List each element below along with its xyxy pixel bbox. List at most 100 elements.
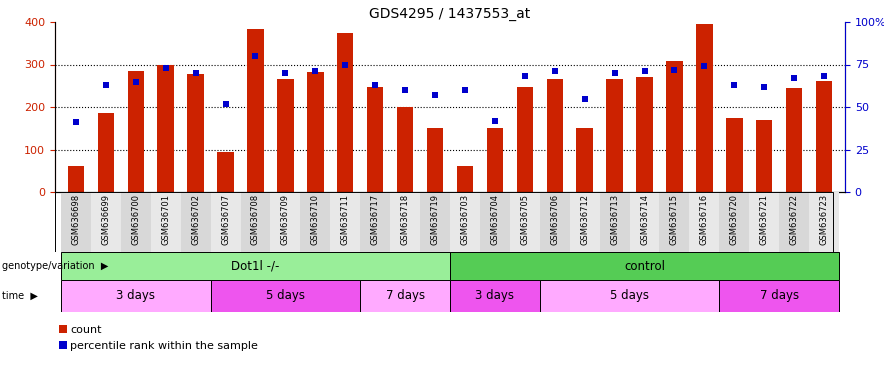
- Text: GSM636698: GSM636698: [72, 194, 80, 245]
- Bar: [720, 280, 839, 312]
- Point: [368, 82, 382, 88]
- Bar: [271, 192, 301, 252]
- Bar: [786, 88, 803, 192]
- Text: GSM636701: GSM636701: [161, 194, 171, 245]
- Point: [158, 65, 172, 71]
- Bar: [450, 252, 839, 280]
- Bar: [61, 280, 210, 312]
- Text: GSM636713: GSM636713: [610, 194, 619, 245]
- Text: GSM636702: GSM636702: [191, 194, 200, 245]
- Text: GSM636712: GSM636712: [580, 194, 589, 245]
- Bar: [337, 33, 354, 192]
- Bar: [487, 128, 503, 192]
- Text: GSM636714: GSM636714: [640, 194, 649, 245]
- Bar: [367, 87, 384, 192]
- Text: GSM636707: GSM636707: [221, 194, 230, 245]
- Bar: [809, 192, 839, 252]
- Text: Dot1l -/-: Dot1l -/-: [232, 260, 279, 273]
- Bar: [457, 166, 473, 192]
- Bar: [278, 79, 293, 192]
- Bar: [217, 152, 233, 192]
- Bar: [331, 192, 360, 252]
- Bar: [420, 192, 450, 252]
- Bar: [240, 192, 271, 252]
- Bar: [690, 192, 720, 252]
- Point: [667, 66, 682, 73]
- Point: [637, 68, 652, 74]
- Point: [607, 70, 621, 76]
- Text: 7 days: 7 days: [759, 290, 799, 303]
- Bar: [569, 192, 599, 252]
- Bar: [516, 87, 533, 192]
- Text: GSM636721: GSM636721: [759, 194, 769, 245]
- Bar: [390, 192, 420, 252]
- Text: 3 days: 3 days: [117, 290, 156, 303]
- Point: [577, 96, 591, 102]
- Point: [218, 101, 232, 107]
- Point: [99, 82, 113, 88]
- Text: GSM636704: GSM636704: [491, 194, 499, 245]
- Bar: [636, 77, 652, 192]
- Text: control: control: [624, 260, 665, 273]
- Bar: [576, 128, 593, 192]
- Point: [757, 84, 771, 90]
- Point: [697, 63, 712, 69]
- Text: 5 days: 5 days: [266, 290, 305, 303]
- Text: GSM636700: GSM636700: [132, 194, 141, 245]
- Bar: [720, 192, 750, 252]
- Point: [398, 87, 412, 93]
- Bar: [756, 120, 773, 192]
- Bar: [450, 280, 540, 312]
- Bar: [151, 192, 180, 252]
- Bar: [540, 280, 720, 312]
- Bar: [397, 107, 414, 192]
- Text: GSM636711: GSM636711: [340, 194, 350, 245]
- Text: time  ▶: time ▶: [2, 291, 38, 301]
- Bar: [816, 81, 832, 192]
- Text: GSM636699: GSM636699: [102, 194, 110, 245]
- Bar: [61, 252, 450, 280]
- Point: [278, 70, 293, 76]
- Text: GSM636723: GSM636723: [819, 194, 828, 245]
- Text: 3 days: 3 days: [476, 290, 514, 303]
- Bar: [726, 118, 743, 192]
- Bar: [307, 72, 324, 192]
- Bar: [480, 192, 510, 252]
- Text: GSM636706: GSM636706: [550, 194, 560, 245]
- Point: [817, 73, 831, 79]
- Text: 7 days: 7 days: [385, 290, 424, 303]
- Bar: [779, 192, 809, 252]
- Bar: [427, 128, 443, 192]
- Bar: [210, 280, 360, 312]
- Text: GSM636717: GSM636717: [370, 194, 380, 245]
- Bar: [546, 79, 563, 192]
- Title: GDS4295 / 1437553_at: GDS4295 / 1437553_at: [370, 7, 530, 21]
- Point: [458, 87, 472, 93]
- Bar: [91, 192, 121, 252]
- Bar: [157, 65, 174, 192]
- Bar: [696, 24, 713, 192]
- Bar: [68, 166, 84, 192]
- Point: [728, 82, 742, 88]
- Text: GSM636715: GSM636715: [670, 194, 679, 245]
- Point: [548, 68, 562, 74]
- Bar: [61, 192, 91, 252]
- Bar: [187, 74, 204, 192]
- Text: GSM636718: GSM636718: [400, 194, 409, 245]
- Point: [188, 70, 202, 76]
- Point: [129, 78, 143, 84]
- Bar: [606, 79, 623, 192]
- Text: 5 days: 5 days: [610, 290, 649, 303]
- Bar: [97, 113, 114, 192]
- Text: GSM636716: GSM636716: [700, 194, 709, 245]
- Text: GSM636709: GSM636709: [281, 194, 290, 245]
- Text: GSM636720: GSM636720: [730, 194, 739, 245]
- Bar: [750, 192, 779, 252]
- Text: genotype/variation  ▶: genotype/variation ▶: [2, 261, 108, 271]
- Point: [787, 75, 801, 81]
- Point: [488, 118, 502, 124]
- Text: percentile rank within the sample: percentile rank within the sample: [70, 341, 258, 351]
- Bar: [659, 192, 690, 252]
- Bar: [510, 192, 540, 252]
- Point: [518, 73, 532, 79]
